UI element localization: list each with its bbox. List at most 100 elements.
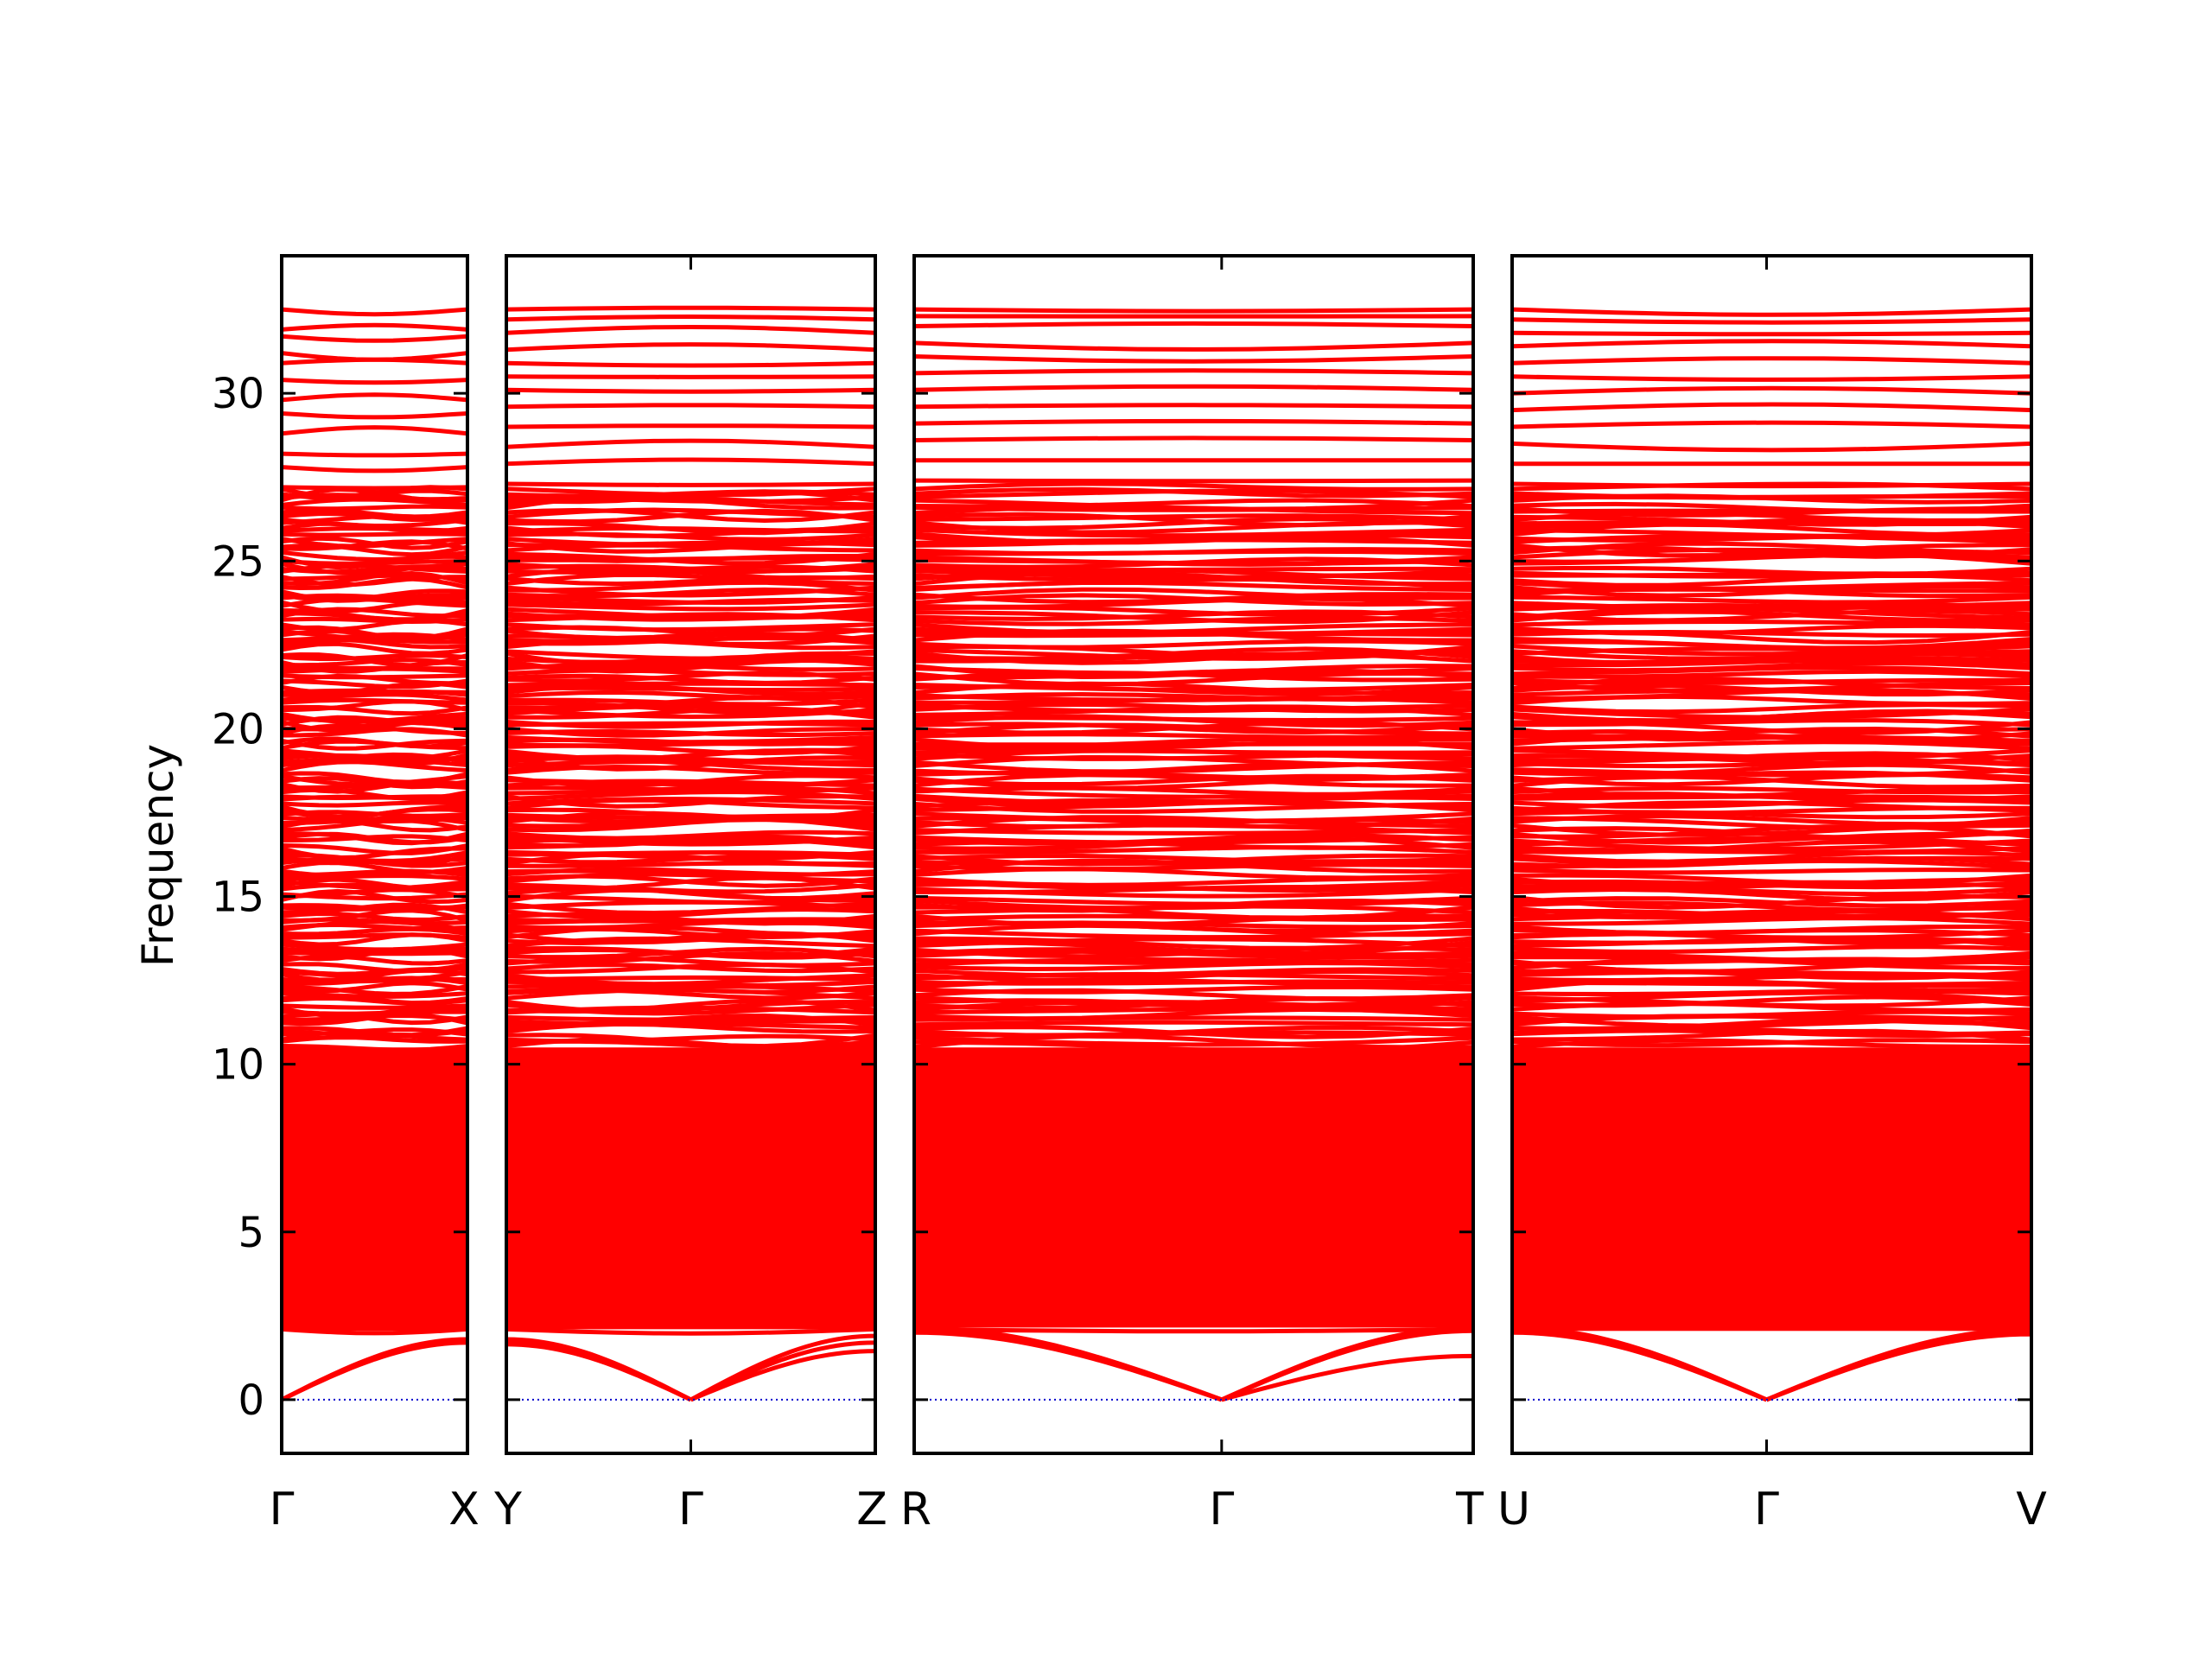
band-line: [282, 861, 467, 874]
band-line: [282, 738, 467, 751]
band-line: [1512, 649, 2031, 661]
band-line: [282, 497, 467, 507]
band-line-upper: [914, 368, 1473, 376]
band-line: [506, 785, 875, 794]
band-line: [282, 543, 467, 557]
band-line: [1512, 491, 2031, 500]
band-line: [506, 794, 875, 809]
acoustic-branch: [690, 1333, 875, 1402]
y-tick-label: 15: [212, 874, 264, 922]
band-line-low: [1512, 1283, 2031, 1291]
band-line: [506, 1033, 875, 1044]
band-line: [1512, 665, 2031, 677]
band-line: [1512, 707, 2031, 720]
band-line: [282, 911, 467, 922]
band-line: [1512, 581, 2031, 591]
band-line: [282, 771, 467, 785]
band-line: [282, 616, 467, 625]
band-line: [282, 550, 467, 563]
band-line: [914, 985, 1473, 995]
kpoint-label: X: [448, 1484, 480, 1535]
acoustic-branch: [914, 1330, 1223, 1402]
band-line: [914, 957, 1473, 966]
band-line: [506, 734, 875, 745]
band-line: [914, 793, 1473, 805]
band-line-upper: [282, 334, 467, 343]
band-line-upper: [282, 425, 467, 436]
band-line: [1512, 950, 2031, 963]
band-line: [914, 940, 1473, 956]
band-line: [914, 702, 1473, 714]
band-line: [1512, 762, 2031, 777]
band-line-low: [914, 1326, 1473, 1334]
band-line: [914, 887, 1473, 899]
kpoint-label: Γ: [678, 1484, 703, 1535]
band-line: [282, 673, 467, 680]
band-line: [282, 748, 467, 762]
band-line: [914, 547, 1473, 556]
band-line: [282, 804, 467, 819]
band-line: [1512, 1038, 2031, 1048]
band-line: [914, 828, 1473, 836]
band-line: [1512, 669, 2031, 679]
band-line: [282, 1044, 467, 1052]
band-line-low: [506, 1326, 875, 1336]
band-line: [506, 486, 875, 498]
band-line-upper: [914, 321, 1473, 328]
band-line: [506, 658, 875, 674]
band-line: [282, 942, 467, 952]
kpoint-label: V: [2016, 1484, 2047, 1535]
band-line: [506, 830, 875, 841]
y-axis-label: Frequency: [133, 744, 183, 967]
band-line: [914, 1025, 1473, 1039]
y-tick-label: 30: [212, 370, 264, 418]
band-line: [506, 1014, 875, 1022]
band-line: [1512, 846, 2031, 855]
y-tick-label: 5: [238, 1209, 264, 1257]
band-manifold: [506, 1047, 875, 1330]
band-line: [506, 708, 875, 720]
band-line: [1512, 868, 2031, 875]
band-line: [914, 967, 1473, 978]
acoustic-branch: [1512, 1326, 1768, 1402]
band-line: [1512, 887, 2031, 902]
band-line-upper: [914, 307, 1473, 314]
band-line: [282, 1026, 467, 1038]
band-line: [506, 635, 875, 646]
band-manifold: [1512, 1047, 2031, 1332]
band-line: [914, 721, 1473, 735]
band-line: [282, 704, 467, 716]
band-line-low: [1512, 1296, 2031, 1305]
band-line: [282, 843, 467, 855]
panels-layer: Γ X 0 5 10 15 20 25 30 Y Γ Z R Γ T U Γ V: [212, 254, 2047, 1535]
band-line-upper: [506, 342, 875, 353]
band-line: [282, 504, 467, 512]
band-line: [1512, 528, 2031, 538]
band-line: [914, 531, 1473, 545]
band-line: [506, 849, 875, 861]
band-line: [506, 572, 875, 586]
band-line-upper: [282, 322, 467, 332]
band-line: [506, 607, 875, 620]
band-line-low: [282, 1297, 467, 1305]
band-line: [506, 773, 875, 788]
band-line: [282, 981, 467, 994]
band-line: [914, 969, 1473, 982]
band-line: [1512, 785, 2031, 795]
band-line: [506, 622, 875, 632]
band-line: [506, 901, 875, 916]
band-line-upper: [506, 387, 875, 394]
acoustic-branch: [914, 1325, 1223, 1402]
band-line-upper: [1512, 339, 2031, 349]
band-line-upper: [1512, 307, 2031, 317]
band-line: [282, 903, 467, 912]
band-line: [1512, 968, 2031, 981]
band-line: [282, 908, 467, 923]
band-line-low: [282, 1267, 467, 1274]
band-line: [914, 748, 1473, 755]
bands-group: [914, 307, 1473, 1402]
band-line: [1512, 660, 2031, 673]
band-line-low: [914, 1296, 1473, 1305]
